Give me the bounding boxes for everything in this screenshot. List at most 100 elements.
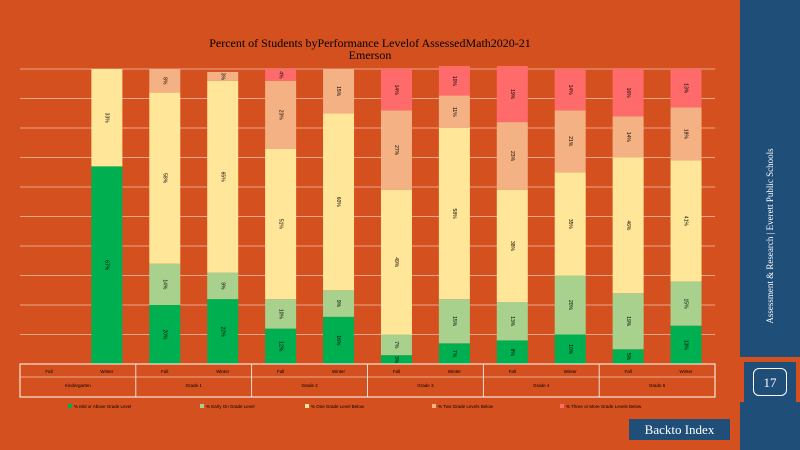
chart: Percent of Students byPerformance Levelo… — [19, 36, 716, 409]
legend-swatch — [560, 404, 564, 408]
bar-segment — [323, 113, 355, 291]
category-tick-label: Fall — [161, 369, 168, 374]
back-to-index-button[interactable]: Backto Index — [629, 419, 730, 440]
data-label: 23% — [509, 151, 515, 162]
category-tick-label: Fall — [509, 369, 516, 374]
data-label: 9% — [219, 282, 225, 290]
bar-segment — [612, 157, 644, 294]
bar-segment — [554, 334, 586, 364]
group-label: Grade 3 — [417, 383, 434, 388]
chart-title: Percent of Students byPerformance Levelo… — [209, 36, 531, 50]
chart-subtitle: Emerson — [349, 48, 392, 62]
bar-segment — [265, 80, 297, 149]
bottom-strip — [740, 402, 800, 450]
data-label: 7% — [451, 350, 457, 358]
data-label: 10% — [277, 309, 283, 320]
group-label: Grade 4 — [533, 383, 550, 388]
bar-segment — [554, 110, 586, 173]
data-label: 65% — [219, 172, 225, 183]
bar-segment — [207, 299, 239, 364]
data-label: 14% — [567, 85, 573, 96]
data-label: 27% — [393, 145, 399, 156]
bar-segment — [438, 95, 470, 128]
bar-segment — [265, 299, 297, 329]
bar-segment — [612, 293, 644, 350]
bar-segment — [380, 69, 412, 111]
category-tick-label: Winter — [216, 369, 230, 374]
legend-entry: % Early On Grade Level — [206, 404, 255, 409]
bar-segment — [380, 355, 412, 364]
data-label: 11% — [451, 107, 457, 117]
bar-segment — [265, 148, 297, 300]
data-label: 21% — [567, 136, 573, 147]
bar-segment — [149, 69, 181, 93]
bar-segment — [670, 160, 702, 282]
group-label: Grade 5 — [649, 383, 666, 388]
category-tick-label: Winter — [564, 369, 578, 374]
data-label: 5% — [625, 353, 631, 361]
data-label: 10% — [567, 344, 573, 355]
category-tick-label: Winter — [332, 369, 346, 374]
bar-segment — [554, 69, 586, 111]
data-label: 67% — [104, 260, 110, 271]
legend-swatch — [305, 404, 309, 408]
bar-segment — [554, 172, 586, 276]
bar-segment — [149, 263, 181, 305]
page-number: 17 — [753, 368, 787, 396]
bar-segment — [496, 302, 528, 341]
bar-segment — [207, 80, 239, 273]
data-label: 20% — [161, 329, 167, 340]
data-label: 13% — [683, 340, 689, 351]
data-label: 15% — [335, 86, 341, 97]
data-label: 35% — [567, 219, 573, 230]
bar-segment — [380, 334, 412, 356]
bar-segment — [554, 275, 586, 335]
bar-segment — [438, 299, 470, 344]
bar-segment — [380, 110, 412, 190]
bar-segment — [670, 69, 702, 108]
data-label: 15% — [451, 316, 457, 327]
data-label: 38% — [509, 241, 515, 252]
bar-segment — [91, 166, 123, 364]
data-label: 7% — [393, 341, 399, 349]
data-label: 14% — [161, 279, 167, 290]
data-label: 19% — [509, 89, 515, 100]
data-label: 41% — [683, 216, 689, 227]
data-label: 3% — [393, 356, 399, 364]
data-label: 49% — [393, 257, 399, 268]
data-label: 46% — [625, 220, 631, 231]
legend-entry: % One Grade Level Below — [311, 404, 365, 409]
sidebar-text: Assessment & Research | Everett Public S… — [765, 148, 775, 324]
group-label: Kindergarten — [65, 383, 91, 388]
bar-segment — [380, 189, 412, 335]
data-label: 12% — [277, 341, 283, 352]
legend-entry: % Mid or Above Grade Level — [74, 404, 131, 409]
bar-segment — [670, 325, 702, 364]
bar-segment — [496, 189, 528, 303]
category-tick-label: Winter — [100, 369, 114, 374]
data-label: 20% — [567, 300, 573, 311]
category-tick-label: Winter — [448, 369, 462, 374]
category-tick-label: Fall — [277, 369, 284, 374]
data-label: 9% — [335, 300, 341, 308]
category-tick-label: Winter — [680, 369, 694, 374]
data-label: 8% — [509, 349, 515, 357]
bar-segment — [612, 349, 644, 364]
bar-segment — [207, 272, 239, 300]
bar-segment — [323, 316, 355, 364]
data-label: 4% — [277, 71, 283, 79]
data-label: 8% — [161, 77, 167, 85]
category-tick-label: Fall — [45, 369, 52, 374]
bar-segment — [265, 328, 297, 364]
data-label: 16% — [335, 335, 341, 346]
bar-segment — [265, 69, 297, 81]
bar-segment — [438, 66, 470, 96]
data-label: 18% — [683, 129, 689, 140]
data-label: 10% — [451, 76, 457, 87]
data-label: 14% — [625, 132, 631, 143]
bars: 67% 33% 20% 14% 58% 8% 22% 9% 65% 3% 12% 10% 51% 23% 4… — [91, 66, 702, 364]
data-label: 3% — [219, 73, 225, 81]
bar-segment — [149, 305, 181, 364]
bar-segment — [323, 69, 355, 114]
data-label: 58% — [451, 209, 457, 220]
